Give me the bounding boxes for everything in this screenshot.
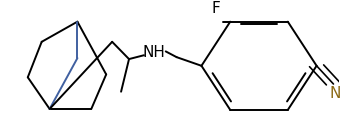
Text: NH: NH xyxy=(142,45,165,60)
Text: N: N xyxy=(330,86,341,101)
Text: F: F xyxy=(212,1,221,15)
